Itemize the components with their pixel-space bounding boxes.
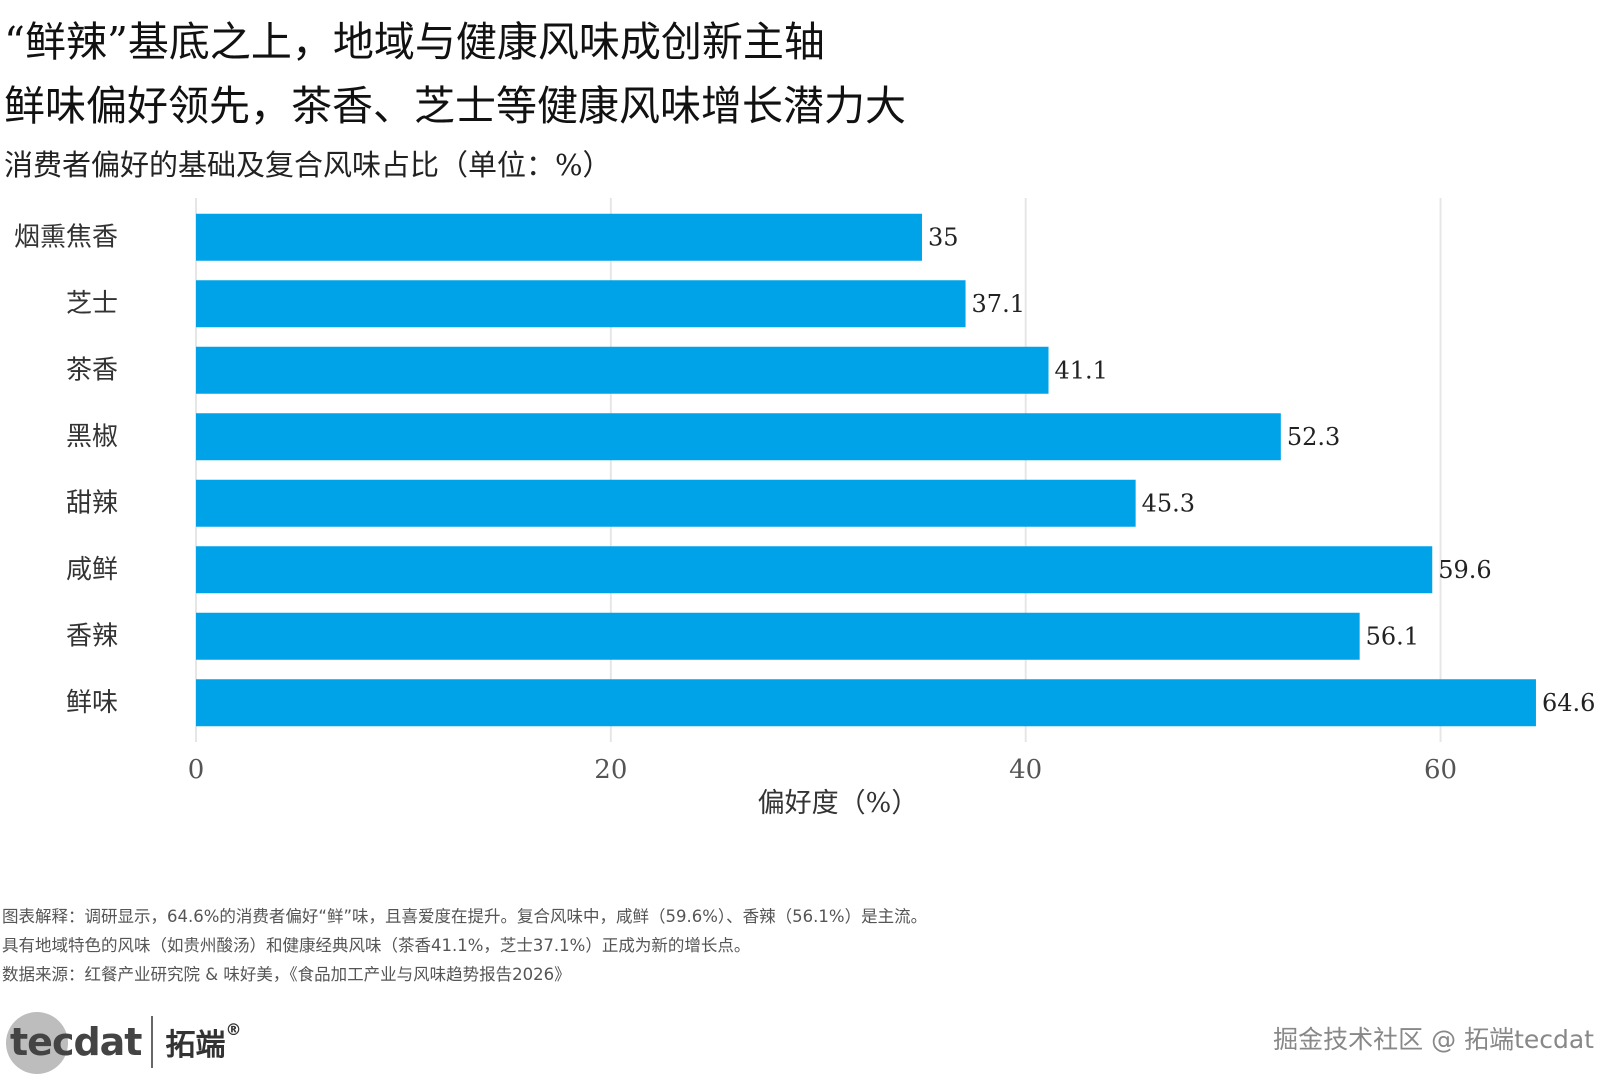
source-note: 数据来源：红餐产业研究院 & 味好美，《食品加工产业与风味趋势报告2026》 [2, 965, 571, 984]
logo-circle [6, 1012, 68, 1074]
category-label-2: 茶香 [66, 355, 118, 385]
logo-text: tecdat [10, 1020, 142, 1064]
bar-4 [196, 479, 1136, 527]
x-axis-label: 偏好度（%） [758, 788, 919, 819]
category-label-4: 甜辣 [66, 488, 118, 518]
chart-title-line2: 鲜味偏好领先，茶香、芝士等健康风味增长潜力大 [4, 82, 906, 130]
value-label-7: 64.6 [1542, 689, 1595, 717]
value-label-4: 45.3 [1142, 489, 1195, 517]
value-label-0: 35 [928, 223, 959, 251]
category-label-7: 鲜味 [66, 688, 118, 718]
chart-title: “鲜辣”基底之上，地域与健康风味成创新主轴 [4, 18, 825, 66]
bar-3 [196, 413, 1281, 461]
bar-2 [196, 346, 1049, 394]
category-label-1: 芝士 [66, 289, 118, 319]
bar-0 [196, 213, 922, 261]
bar-chart: 烟熏焦香 35 芝士 37.1 茶香 41.1 黑椒 52.3 甜辣 45.3 咸鲜 59.6 香辣 56… [14, 198, 1595, 819]
category-label-3: 黑椒 [66, 422, 118, 452]
bar-1 [196, 280, 966, 328]
logo-cn-text: 拓端® [165, 1020, 242, 1063]
x-tick-label-3: 60 [1424, 755, 1457, 785]
watermark: 掘金技术社区 @ 拓端tecdat [1273, 1025, 1594, 1054]
value-label-3: 52.3 [1287, 423, 1340, 451]
x-tick-label-1: 20 [594, 755, 627, 785]
note-line-1: 图表解释：调研显示，64.6%的消费者偏好“鲜”味，且喜爱度在提升。复合风味中，… [2, 907, 928, 926]
value-label-2: 41.1 [1055, 356, 1108, 384]
category-label-6: 香辣 [66, 621, 118, 651]
chart-subtitle: 消费者偏好的基础及复合风味占比（单位：%） [4, 148, 612, 182]
value-label-5: 59.6 [1438, 556, 1491, 584]
bar-5 [196, 546, 1433, 594]
x-tick-label-0: 0 [188, 755, 205, 785]
value-label-1: 37.1 [972, 290, 1025, 318]
x-tick-label-2: 40 [1009, 755, 1042, 785]
chart-notes: 图表解释：调研显示，64.6%的消费者偏好“鲜”味，且喜爱度在提升。复合风味中，… [2, 902, 927, 989]
note-line-2: 具有地域特色的风味（如贵州酸汤）和健康经典风味（茶香41.1%，芝士37.1%）… [2, 936, 751, 955]
value-label-6: 56.1 [1366, 622, 1419, 650]
logo-divider [151, 1016, 154, 1068]
category-label-0: 烟熏焦香 [14, 222, 118, 252]
tecdat-logo: tecdat 拓端® [6, 1010, 241, 1074]
bar-7 [196, 679, 1536, 727]
bar-6 [196, 612, 1360, 660]
category-label-5: 咸鲜 [66, 555, 118, 585]
